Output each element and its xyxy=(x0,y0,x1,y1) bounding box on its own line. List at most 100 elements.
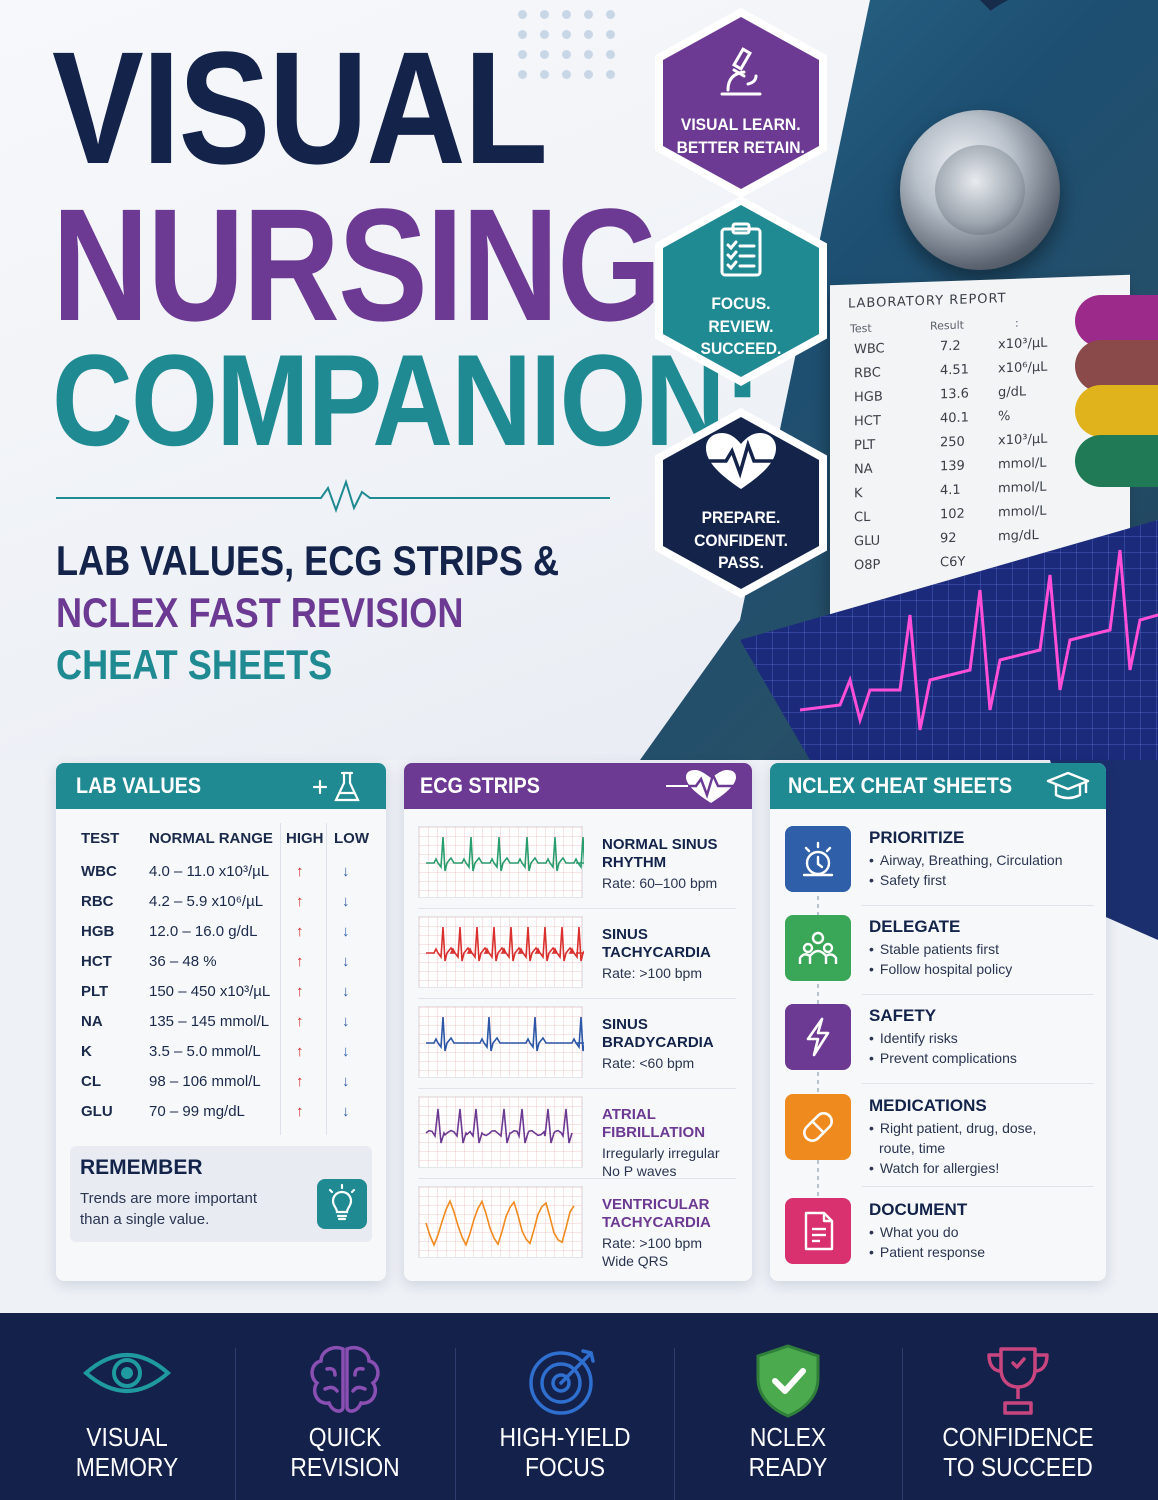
hex-prepare-pass-face: PREPARE. CONFIDENT. PASS. xyxy=(663,417,819,589)
lab-column-separator xyxy=(326,823,327,1135)
decorative-dot xyxy=(518,30,527,39)
table-row: PLT 150 – 450 x10³/µL ↑ ↓ xyxy=(56,983,386,1013)
lab-report-unit: x10³/µL xyxy=(998,335,1048,353)
lab-test-name: RBC xyxy=(81,893,114,910)
arrow-down-icon: ↓ xyxy=(342,1043,350,1060)
footer-separator xyxy=(902,1348,903,1500)
lab-report-result: C6Y xyxy=(940,554,966,571)
ecg-strip-thumbnail xyxy=(418,916,592,988)
lab-normal-range: 12.0 – 16.0 g/dL xyxy=(149,923,258,940)
nclex-item-title: DOCUMENT xyxy=(869,1200,968,1219)
decorative-dot xyxy=(518,10,527,19)
blood-sample-tubes xyxy=(1075,295,1158,525)
lab-test-name: PLT xyxy=(81,983,109,1000)
ecg-rhythm-name: SINUS TACHYCARDIA xyxy=(602,926,711,961)
footer-separator xyxy=(674,1348,675,1500)
lab-report-test: O8P xyxy=(854,557,881,574)
remember-box: REMEMBER Trends are more important than … xyxy=(70,1146,372,1242)
tube-cap-green xyxy=(1075,435,1158,487)
ecg-waveform xyxy=(426,836,596,872)
nclex-item-bullet: Stable patients first xyxy=(869,941,999,957)
footer-nclex-ready: NCLEX READY xyxy=(678,1313,898,1500)
lab-col-test: TEST xyxy=(81,830,120,847)
lab-values-header: LAB VALUES xyxy=(56,763,386,809)
nclex-item-bullet: Patient response xyxy=(869,1244,985,1260)
nclex-item-bullet: Prevent complications xyxy=(869,1050,1017,1066)
title-line-1: VISUAL xyxy=(52,18,548,197)
clipboard-checklist-icon xyxy=(720,222,762,277)
ecg-waveform-line xyxy=(426,1016,594,1052)
decorative-dot xyxy=(606,70,615,79)
lab-report-unit: g/dL xyxy=(998,384,1027,401)
decorative-dot-grid xyxy=(518,10,628,110)
nclex-item-bullet: Safety first xyxy=(869,872,946,888)
arrow-up-icon: ↑ xyxy=(296,923,304,940)
lab-report-title: LABORATORY REPORT xyxy=(848,291,1007,312)
nclex-item-title: PRIORITIZE xyxy=(869,828,965,847)
ecg-strip-item: SINUS TACHYCARDIA Rate: >100 bpm xyxy=(418,916,743,996)
nclex-item-bullet: Airway, Breathing, Circulation xyxy=(869,852,1063,868)
lab-report-test: HCT xyxy=(854,413,881,430)
lab-test-name: HCT xyxy=(81,953,112,970)
lab-report-header-test: Test xyxy=(850,321,872,336)
lab-normal-range: 150 – 450 x10³/µL xyxy=(149,983,271,1000)
lab-report-unit: % xyxy=(998,408,1011,425)
lab-normal-range: 4.2 – 5.9 x10⁶/µL xyxy=(149,893,264,910)
decorative-dot xyxy=(518,50,527,59)
lab-report-result: 7.2 xyxy=(940,338,961,355)
arrow-down-icon: ↓ xyxy=(342,1013,350,1030)
nclex-item-title: MEDICATIONS xyxy=(869,1096,987,1115)
lab-report-unit: mmol/L xyxy=(998,455,1047,473)
lab-report-result: 4.51 xyxy=(940,362,969,379)
ecg-strip-item: NORMAL SINUS RHYTHM Rate: 60–100 bpm xyxy=(418,826,743,906)
ecg-rhythm-name: NORMAL SINUS RHYTHM xyxy=(602,836,718,871)
lab-test-name: GLU xyxy=(81,1103,113,1120)
lab-col-high: HIGH xyxy=(286,830,324,847)
hex-focus-review: FOCUS. REVIEW. SUCCEED. xyxy=(655,196,827,386)
decorative-dot xyxy=(584,50,593,59)
hex-visual-learn: VISUAL LEARN. BETTER RETAIN. xyxy=(655,8,827,198)
arrow-up-icon: ↑ xyxy=(296,863,304,880)
decorative-dot xyxy=(562,50,571,59)
ecg-strip-item: ATRIAL FIBRILLATION Irregularly irregular… xyxy=(418,1096,743,1179)
decorative-dot xyxy=(562,70,571,79)
footer-separator xyxy=(455,1348,456,1500)
lab-test-name: K xyxy=(81,1043,92,1060)
ecg-separator xyxy=(418,998,736,999)
ecg-waveform-line xyxy=(425,1199,575,1248)
nclex-item-bullet: Identify risks xyxy=(869,1030,958,1046)
decorative-dot xyxy=(540,10,549,19)
trophy-icon xyxy=(987,1347,1049,1415)
nclex-item: SAFETY Identify risks Prevent complication… xyxy=(785,1004,1105,1084)
decorative-dot xyxy=(562,10,571,19)
ecg-rhythm-desc: Rate: >100 bpm xyxy=(602,965,703,981)
arrow-down-icon: ↓ xyxy=(342,923,350,940)
lab-report-test: PLT xyxy=(854,437,876,454)
ecg-separator xyxy=(418,1088,736,1089)
ecg-strip-thumbnail xyxy=(418,1186,583,1258)
decorative-dot xyxy=(584,10,593,19)
lab-normal-range: 3.5 – 5.0 mmol/L xyxy=(149,1043,261,1060)
tube-cap-brown xyxy=(1075,340,1158,392)
arrow-up-icon: ↑ xyxy=(296,1073,304,1090)
ecg-waveform xyxy=(425,1199,575,1248)
footer-confidence: CONFIDENCE TO SUCCEED xyxy=(908,1313,1128,1500)
footer-separator xyxy=(235,1348,236,1500)
subtitle-line-1: LAB VALUES, ECG STRIPS & xyxy=(56,537,560,584)
ecg-rhythm-desc: Rate: 60–100 bpm xyxy=(602,875,718,891)
nclex-item-bullet: Follow hospital policy xyxy=(869,961,1012,977)
nclex-item: PRIORITIZE Airway, Breathing, Circulation… xyxy=(785,826,1105,906)
nclex-separator xyxy=(862,994,1094,995)
subtitle-line-3: CHEAT SHEETS xyxy=(56,641,333,688)
heart-pulse-icon xyxy=(706,432,776,489)
ecg-rhythm-desc: Rate: <60 bpm xyxy=(602,1055,695,1071)
arrow-up-icon: ↑ xyxy=(296,893,304,910)
ecg-strip-item: SINUS BRADYCARDIA Rate: <60 bpm xyxy=(418,1006,743,1086)
ecg-waveform-line xyxy=(425,1108,573,1144)
nclex-item-bullet: route, time xyxy=(879,1140,946,1156)
hex-prepare-pass: PREPARE. CONFIDENT. PASS. xyxy=(655,408,827,598)
footer-visual-memory: VISUAL MEMORY xyxy=(17,1313,237,1500)
nclex-separator xyxy=(862,905,1094,906)
table-row: HCT 36 – 48 % ↑ ↓ xyxy=(56,953,386,983)
lab-normal-range: 135 – 145 mmol/L xyxy=(149,1013,270,1030)
